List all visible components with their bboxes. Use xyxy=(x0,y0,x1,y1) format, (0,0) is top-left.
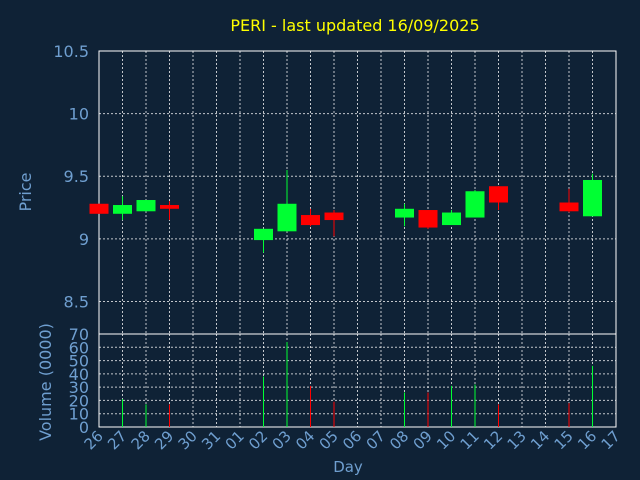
x-tick-label: 17 xyxy=(598,427,624,453)
x-tick-label: 09 xyxy=(410,427,436,453)
volume-axis-label: Volume (0000) xyxy=(36,323,55,441)
candle-body xyxy=(559,202,579,212)
x-tick-label: 07 xyxy=(363,427,389,453)
candle-body xyxy=(254,228,273,241)
price-tick-label: 9.5 xyxy=(64,167,89,186)
candle-body xyxy=(442,212,461,226)
x-tick-label: 27 xyxy=(104,427,130,453)
volume-tick-label: 20 xyxy=(69,391,89,410)
volume-tick-label: 40 xyxy=(69,365,89,384)
volume-panel-frame xyxy=(98,333,617,428)
volume-tick-label: 60 xyxy=(69,338,89,357)
x-tick-label: 12 xyxy=(480,427,506,453)
candle-body xyxy=(395,208,414,218)
candle-body xyxy=(465,191,485,218)
x-tick-label: 04 xyxy=(292,427,318,453)
volume-tick-label: 50 xyxy=(69,352,89,371)
volume-tick-label: 10 xyxy=(69,405,89,424)
x-tick-label: 05 xyxy=(316,427,342,453)
candle-body xyxy=(301,215,320,226)
x-tick-label: 03 xyxy=(269,427,295,453)
candle-body xyxy=(113,205,132,214)
price-tick-label: 10.5 xyxy=(53,42,89,61)
candle-body xyxy=(324,212,344,221)
x-tick-label: 13 xyxy=(504,427,530,453)
x-axis-label: Day xyxy=(333,458,363,476)
candle-body xyxy=(89,203,109,214)
x-tick-label: 11 xyxy=(457,427,483,453)
x-tick-label: 14 xyxy=(527,427,553,453)
x-tick-label: 30 xyxy=(175,427,201,453)
x-tick-label: 01 xyxy=(222,427,248,453)
chart-plot-layer: 8.599.51010.5010203040506070262728293031… xyxy=(53,42,623,453)
x-tick-label: 08 xyxy=(386,427,412,453)
candle-body xyxy=(136,200,156,212)
x-tick-label: 02 xyxy=(245,427,271,453)
chart-title: PERI - last updated 16/09/2025 xyxy=(230,16,479,35)
candle-body xyxy=(418,210,438,228)
price-tick-label: 8.5 xyxy=(64,292,89,311)
volume-tick-label: 70 xyxy=(69,325,89,344)
x-tick-label: 10 xyxy=(433,427,459,453)
price-tick-label: 10 xyxy=(69,105,89,124)
x-tick-label: 29 xyxy=(151,427,177,453)
x-tick-label: 31 xyxy=(198,427,224,453)
x-tick-label: 28 xyxy=(128,427,154,453)
x-tick-label: 06 xyxy=(339,427,365,453)
candle-body xyxy=(277,203,297,232)
x-tick-label: 15 xyxy=(551,427,577,453)
volume-tick-label: 30 xyxy=(69,378,89,397)
candle-body xyxy=(583,179,602,217)
volume-tick-label: 0 xyxy=(79,418,89,437)
price-axis-label: Price xyxy=(16,172,35,211)
x-tick-label: 16 xyxy=(574,427,600,453)
candle-body xyxy=(489,186,508,203)
candle-body xyxy=(160,205,179,209)
price-tick-label: 9 xyxy=(79,230,89,249)
